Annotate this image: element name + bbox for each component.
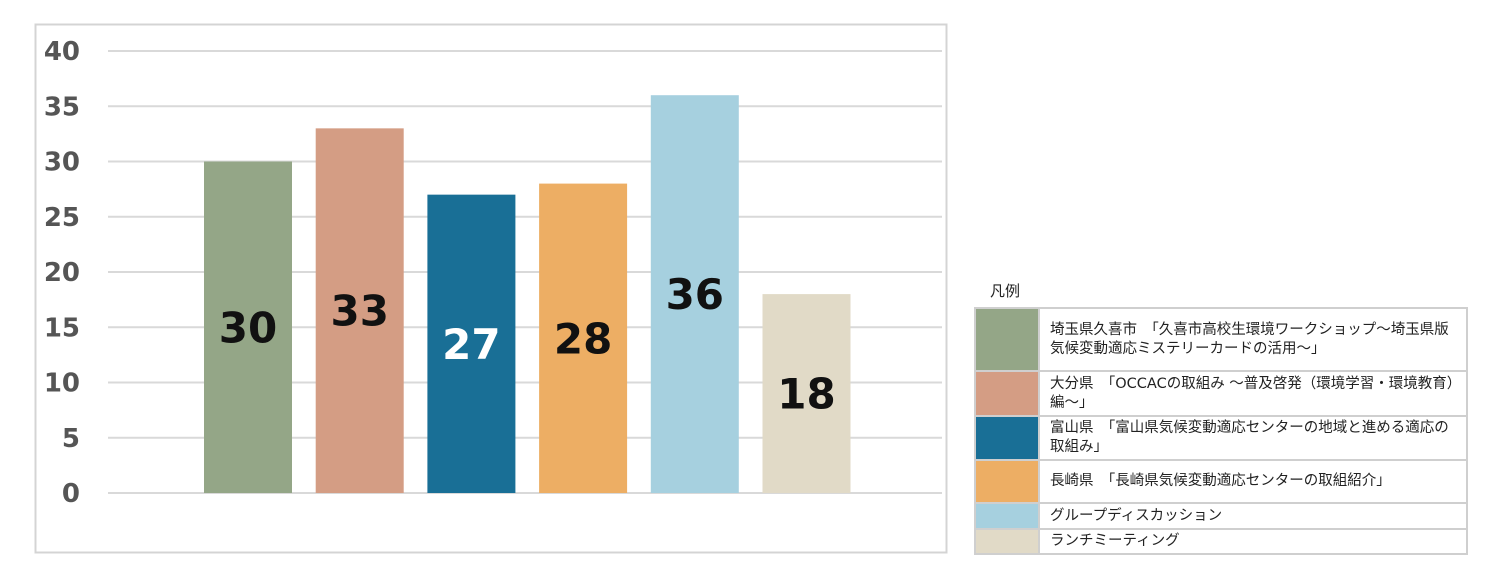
legend-label: 富山県 「富山県気候変動適応センターの地域と進める適応の取組み」	[1038, 415, 1468, 461]
legend-label: 埼玉県久喜市 「久喜市高校生環境ワークショップ～埼玉県版気候変動適応ミステリーカ…	[1038, 307, 1468, 372]
legend-item: 長崎県 「長崎県気候変動適応センターの取組紹介」	[974, 459, 1468, 504]
bar	[427, 194, 516, 493]
y-tick-label: 25	[44, 203, 80, 233]
data-label: 18	[777, 370, 835, 419]
data-label: 27	[442, 320, 500, 369]
legend-item: 埼玉県久喜市 「久喜市高校生環境ワークショップ～埼玉県版気候変動適応ミステリーカ…	[974, 307, 1468, 372]
y-tick-label: 0	[62, 479, 80, 509]
legend-swatch	[974, 502, 1040, 530]
legend-item: ランチミーティング	[974, 528, 1468, 555]
legend-swatch	[974, 459, 1040, 504]
bar	[315, 128, 404, 493]
legend-swatch	[974, 415, 1040, 461]
legend-item: 大分県 「OCCACの取組み ～普及啓発（環境学習・環境教育）編～」	[974, 370, 1468, 417]
bar	[204, 161, 292, 493]
y-tick-label: 5	[62, 424, 80, 454]
bar	[762, 294, 851, 493]
legend-label: 大分県 「OCCACの取組み ～普及啓発（環境学習・環境教育）編～」	[1038, 370, 1468, 417]
legend-title: 凡例	[990, 282, 1021, 300]
legend-label: ランチミーティング	[1038, 528, 1468, 555]
legend-item: 富山県 「富山県気候変動適応センターの地域と進める適応の取組み」	[974, 415, 1468, 461]
legend-label: グループディスカッション	[1038, 502, 1468, 530]
legend: 埼玉県久喜市 「久喜市高校生環境ワークショップ～埼玉県版気候変動適応ミステリーカ…	[974, 307, 1468, 555]
data-label: 30	[219, 303, 277, 352]
legend-swatch	[974, 528, 1040, 555]
legend-item: グループディスカッション	[974, 502, 1468, 530]
y-tick-label: 20	[44, 258, 80, 288]
y-tick-label: 30	[44, 148, 80, 178]
data-label: 36	[666, 270, 724, 319]
y-tick-label: 35	[44, 92, 80, 122]
bar	[539, 183, 628, 493]
legend-label: 長崎県 「長崎県気候変動適応センターの取組紹介」	[1038, 459, 1468, 504]
y-tick-label: 40	[44, 37, 80, 67]
bar	[650, 95, 739, 493]
y-tick-label: 15	[44, 313, 80, 343]
y-tick-label: 10	[44, 369, 80, 399]
bar-chart: 0 5 10 15 20 25 30 35 40 30 33 27 28 36 18	[34, 23, 948, 554]
legend-swatch	[974, 370, 1040, 417]
data-label: 33	[330, 287, 388, 336]
legend-swatch	[974, 307, 1040, 372]
data-label: 28	[554, 314, 612, 363]
